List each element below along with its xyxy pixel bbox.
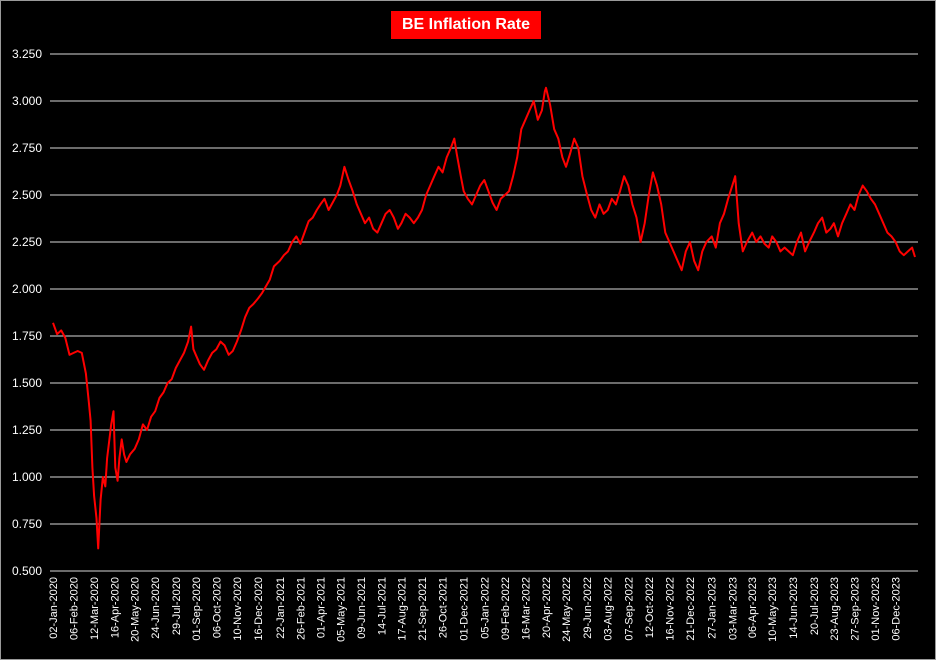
x-tick-label: 06-Dec-2023 — [891, 577, 903, 641]
y-tick-label: 2.500 — [12, 188, 42, 202]
x-tick-label: 27-Sep-2023 — [850, 577, 862, 641]
x-tick-label: 22-Jan-2021 — [275, 577, 287, 639]
x-tick-label: 20-Jul-2023 — [809, 577, 821, 635]
x-tick-label: 17-Aug-2021 — [396, 577, 408, 641]
x-tick-label: 03-Aug-2022 — [603, 577, 615, 641]
y-tick-label: 1.750 — [12, 329, 42, 343]
x-tick-label: 06-Oct-2020 — [211, 577, 223, 638]
x-tick-label: 14-Jun-2023 — [788, 577, 800, 639]
x-tick-label: 24-Jun-2020 — [150, 577, 162, 639]
x-tick-label: 29-Jul-2020 — [171, 577, 183, 635]
chart-title: BE Inflation Rate — [391, 11, 541, 39]
series-lines — [52, 86, 916, 550]
y-tick-label: 2.000 — [12, 282, 42, 296]
x-tick-label: 03-Mar-2023 — [727, 577, 739, 640]
x-tick-label: 01-Nov-2023 — [870, 577, 882, 641]
x-tick-label: 14-Jul-2021 — [377, 577, 389, 635]
x-tick-label: 23-Aug-2023 — [829, 577, 841, 641]
x-tick-label: 26-Feb-2021 — [295, 577, 307, 640]
gridlines — [50, 53, 918, 572]
x-tick-label: 12-Mar-2020 — [89, 577, 101, 640]
x-tick-label: 01-Sep-2020 — [191, 577, 203, 641]
x-axis-ticks: 02-Jan-2020 06-Feb-2020 12-Mar-2020 16-Apr-… — [48, 577, 903, 642]
x-tick-label: 16-Dec-2020 — [253, 577, 265, 641]
x-tick-label: 24-May-2022 — [561, 577, 573, 642]
x-tick-label: 06-Feb-2020 — [69, 577, 81, 640]
x-tick-label: 09-Jun-2021 — [356, 577, 368, 639]
x-tick-label: 02-Jan-2020 — [48, 577, 60, 639]
x-tick-label: 29-Jun-2022 — [582, 577, 594, 639]
x-tick-label: 21-Dec-2022 — [685, 577, 697, 641]
y-tick-label: 2.250 — [12, 235, 42, 249]
x-tick-label: 16-Nov-2022 — [664, 577, 676, 641]
x-tick-label: 21-Sep-2021 — [417, 577, 429, 641]
y-tick-label: 0.750 — [12, 517, 42, 531]
series-line-be-inflation-rate — [52, 86, 916, 550]
y-tick-label: 2.750 — [12, 141, 42, 155]
y-tick-label: 1.250 — [12, 423, 42, 437]
x-tick-label: 05-May-2021 — [335, 577, 347, 642]
x-tick-label: 26-Oct-2021 — [438, 577, 450, 638]
x-tick-label: 05-Jan-2022 — [479, 577, 491, 639]
y-tick-label: 0.500 — [12, 564, 42, 578]
x-tick-label: 27-Jan-2023 — [707, 577, 719, 639]
y-tick-label: 3.000 — [12, 94, 42, 108]
x-tick-label: 20-Apr-2022 — [541, 577, 553, 638]
x-tick-label: 16-Mar-2022 — [520, 577, 532, 640]
x-tick-label: 01-Dec-2021 — [459, 577, 471, 641]
y-tick-label: 3.250 — [12, 47, 42, 61]
x-tick-label: 10-Nov-2020 — [232, 577, 244, 641]
x-tick-label: 09-Feb-2022 — [500, 577, 512, 640]
y-axis-ticks: 3.250 3.000 2.750 2.500 2.250 2.000 1.750 1.500… — [12, 47, 42, 578]
x-tick-label: 10-May-2023 — [767, 577, 779, 642]
x-tick-label: 16-Apr-2020 — [110, 577, 122, 638]
x-tick-label: 01-Apr-2021 — [315, 577, 327, 638]
x-tick-label: 12-Oct-2022 — [644, 577, 656, 638]
x-tick-label: 20-May-2020 — [130, 577, 142, 642]
y-tick-label: 1.000 — [12, 470, 42, 484]
x-tick-label: 06-Apr-2023 — [747, 577, 759, 638]
y-tick-label: 1.500 — [12, 376, 42, 390]
x-tick-label: 07-Sep-2022 — [623, 577, 635, 641]
